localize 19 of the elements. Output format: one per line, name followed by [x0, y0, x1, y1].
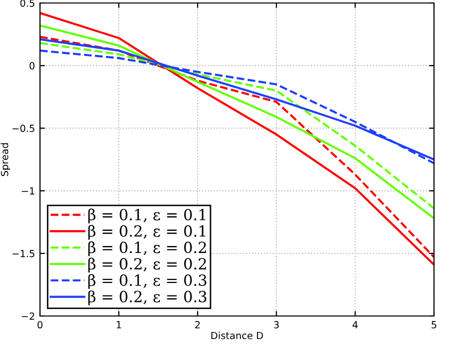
- y-tick-label: 0: [30, 62, 34, 70]
- x-tick-label: 3: [274, 321, 279, 328]
- x-axis-title: Distance D: [211, 332, 263, 340]
- y-tick-label: −2: [22, 312, 34, 320]
- y-tick-label: −0.5: [12, 124, 34, 132]
- y-axis-title: Spread: [0, 143, 10, 176]
- y-tick-label: −1.5: [12, 250, 34, 258]
- legend-label: β = 0.2, ε = 0.1: [88, 224, 206, 240]
- y-tick-label: −1: [22, 187, 34, 194]
- x-tick-label: 2: [195, 321, 200, 328]
- legend-label: β = 0.2, ε = 0.2: [88, 258, 206, 273]
- x-tick-label: 4: [352, 321, 358, 328]
- legend-label: β = 0.1, ε = 0.1: [88, 208, 206, 224]
- legend-label: β = 0.2, ε = 0.3: [88, 290, 206, 306]
- x-tick-label: 0: [38, 321, 42, 328]
- x-tick-label: 1: [116, 321, 121, 328]
- legend-label: β = 0.1, ε = 0.3: [88, 274, 206, 289]
- x-tick-label: 5: [432, 321, 436, 328]
- legend-label: β = 0.1, ε = 0.2: [88, 241, 206, 256]
